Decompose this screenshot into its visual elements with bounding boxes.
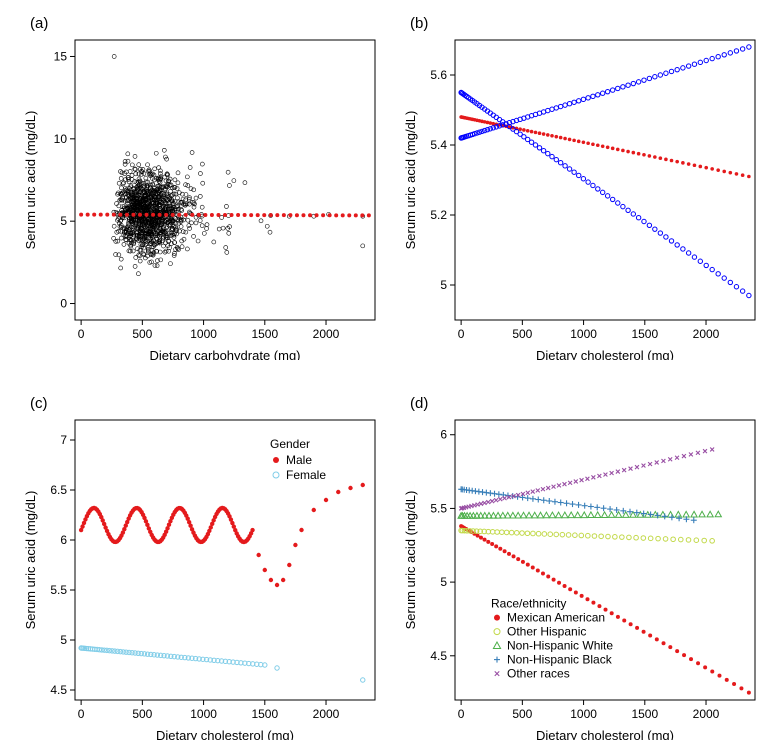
legend-item: Female — [286, 468, 326, 482]
y-tick-label: 6 — [60, 533, 67, 547]
legend-item: Other Hispanic — [507, 625, 586, 639]
x-tick-label: 1500 — [251, 327, 278, 341]
legend-title-race: Race/ethnicity — [491, 597, 566, 611]
y-tick-label: 6.5 — [50, 483, 67, 497]
y-tick-label: 0 — [60, 297, 67, 311]
x-tick-label: 500 — [132, 327, 152, 341]
x-tick-label: 1000 — [570, 327, 597, 341]
x-axis-label: Dietary carbohydrate (mg) — [150, 348, 301, 360]
figure-container: (a)0500100015002000051015Dietary carbohy… — [0, 0, 777, 755]
y-tick-label: 5 — [440, 575, 447, 589]
panel-a: (a)0500100015002000051015Dietary carbohy… — [20, 15, 400, 360]
x-tick-label: 1500 — [251, 707, 278, 721]
panel-b: (b)050010001500200055.25.45.6Dietary cho… — [400, 15, 777, 360]
x-tick-label: 2000 — [693, 327, 720, 341]
x-axis-label: Dietary cholesterol (mg) — [536, 348, 674, 360]
x-tick-label: 1500 — [631, 327, 658, 341]
x-tick-label: 0 — [78, 327, 85, 341]
x-tick-label: 2000 — [313, 327, 340, 341]
x-tick-label: 0 — [458, 327, 465, 341]
legend-item: Non-Hispanic White — [507, 639, 613, 653]
x-tick-label: 2000 — [693, 707, 720, 721]
y-tick-label: 7 — [60, 433, 67, 447]
y-tick-label: 5 — [60, 214, 67, 228]
y-tick-label: 4.5 — [430, 649, 447, 663]
x-tick-label: 1000 — [190, 327, 217, 341]
y-tick-label: 5.4 — [430, 138, 447, 152]
y-axis-label: Serum uric acid (mg/dL) — [403, 111, 418, 250]
y-tick-label: 5 — [60, 633, 67, 647]
y-tick-label: 10 — [54, 132, 68, 146]
y-tick-label: 5.2 — [430, 208, 447, 222]
y-tick-label: 5.6 — [430, 68, 447, 82]
y-tick-label: 5 — [440, 278, 447, 292]
y-axis-label: Serum uric acid (mg/dL) — [23, 111, 38, 250]
x-tick-label: 1000 — [190, 707, 217, 721]
x-tick-label: 1500 — [631, 707, 658, 721]
y-axis-label: Serum uric acid (mg/dL) — [403, 491, 418, 630]
x-tick-label: 500 — [132, 707, 152, 721]
legend-item: Male — [286, 453, 312, 467]
legend-item: Mexican American — [507, 611, 605, 625]
x-tick-label: 500 — [512, 707, 532, 721]
x-tick-label: 0 — [78, 707, 85, 721]
legend-item: Other races — [507, 667, 570, 681]
x-tick-label: 500 — [512, 327, 532, 341]
y-tick-label: 5.5 — [50, 583, 67, 597]
x-tick-label: 0 — [458, 707, 465, 721]
panel-d: (d)05001000150020004.555.56Dietary chole… — [400, 395, 777, 740]
y-axis-label: Serum uric acid (mg/dL) — [23, 491, 38, 630]
x-axis-label: Dietary cholesterol (mg) — [536, 728, 674, 740]
legend-title-gender: Gender — [270, 437, 310, 451]
x-axis-label: Dietary cholesterol (mg) — [156, 728, 294, 740]
y-tick-label: 4.5 — [50, 683, 67, 697]
x-tick-label: 2000 — [313, 707, 340, 721]
legend-item: Non-Hispanic Black — [507, 653, 613, 667]
y-tick-label: 5.5 — [430, 501, 447, 515]
y-tick-label: 15 — [54, 49, 68, 63]
panel-c: (c)05001000150020004.555.566.57Dietary c… — [20, 395, 400, 740]
x-tick-label: 1000 — [570, 707, 597, 721]
y-tick-label: 6 — [440, 428, 447, 442]
